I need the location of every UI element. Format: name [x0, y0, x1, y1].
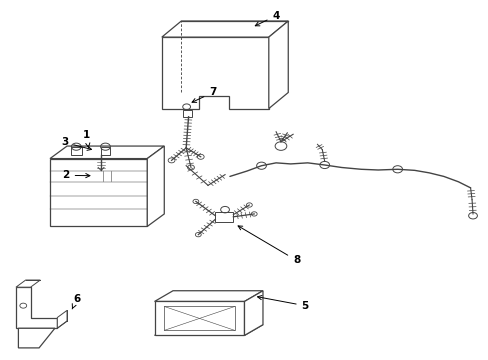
Text: 2: 2: [62, 170, 90, 180]
Circle shape: [468, 212, 476, 219]
Polygon shape: [268, 21, 287, 109]
Circle shape: [168, 158, 175, 163]
Circle shape: [319, 161, 329, 168]
Polygon shape: [50, 158, 147, 226]
Polygon shape: [96, 171, 118, 181]
Text: 7: 7: [192, 87, 216, 102]
Text: 1: 1: [82, 130, 90, 147]
Circle shape: [392, 166, 402, 173]
Polygon shape: [95, 147, 107, 153]
Polygon shape: [101, 147, 110, 154]
Polygon shape: [183, 110, 192, 117]
Circle shape: [197, 154, 203, 159]
Polygon shape: [50, 146, 164, 158]
Polygon shape: [147, 146, 164, 226]
Polygon shape: [118, 166, 126, 181]
Polygon shape: [96, 166, 126, 171]
Polygon shape: [16, 287, 57, 328]
Circle shape: [256, 162, 266, 169]
Polygon shape: [162, 21, 287, 37]
Polygon shape: [57, 310, 67, 328]
Polygon shape: [154, 301, 244, 336]
Circle shape: [195, 233, 201, 237]
Circle shape: [187, 165, 194, 170]
Circle shape: [251, 212, 257, 216]
Text: 5: 5: [257, 296, 308, 311]
Polygon shape: [154, 325, 263, 336]
Polygon shape: [154, 291, 263, 301]
Text: 6: 6: [72, 294, 80, 309]
Text: 3: 3: [61, 138, 91, 150]
Circle shape: [246, 203, 252, 207]
Text: 8: 8: [238, 226, 300, 265]
Polygon shape: [71, 147, 81, 154]
Polygon shape: [96, 153, 106, 155]
Polygon shape: [162, 37, 268, 109]
Circle shape: [193, 199, 199, 203]
Polygon shape: [16, 280, 40, 287]
Polygon shape: [19, 328, 55, 348]
Polygon shape: [215, 212, 233, 222]
Polygon shape: [244, 291, 263, 336]
Text: 4: 4: [255, 11, 279, 26]
